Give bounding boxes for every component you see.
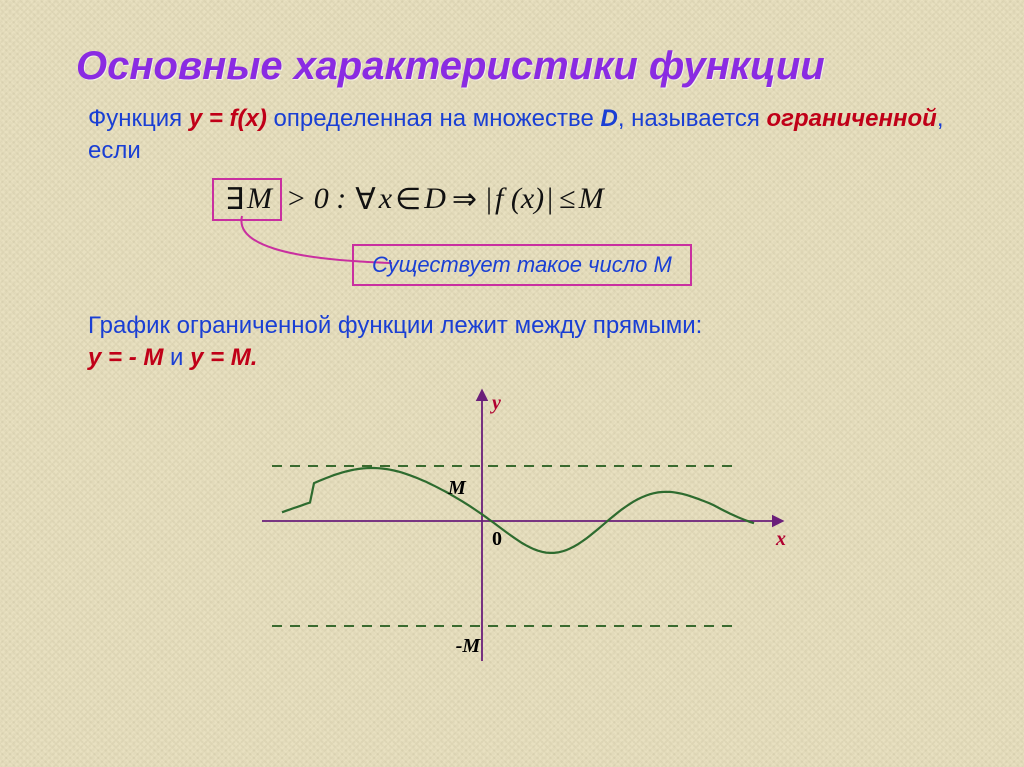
y-axis-label: y [490,392,501,414]
page-title: Основные характеристики функции [76,44,972,89]
formula-row: ∃M > 0 : ∀x ∈ D ⇒ |f (x)| ≤ M [212,178,972,234]
sym-x: x [379,182,392,216]
sym-in: ∈ [392,182,424,217]
def-prefix: Функция [88,105,182,132]
sym-absL: | [483,182,495,216]
sym-gt0: > 0 : [286,182,346,216]
origin-label: 0 [492,528,502,550]
callout-wrap: Существует такое число М [352,244,852,286]
formula-exists-M-box: ∃M [212,178,282,221]
x-axis-label: x [775,528,786,550]
sym-D: D [424,182,446,216]
bound-and: и [163,344,190,371]
def-term: ограниченной [767,105,937,132]
bound-description: График ограниченной функции лежит между … [88,310,972,375]
sym-absR: | [544,182,556,216]
formula: ∃M > 0 : ∀x ∈ D ⇒ |f (x)| ≤ M [212,178,972,221]
bound-line: График ограниченной функции лежит между … [88,312,702,339]
bound-eq1: y = - M [88,344,163,371]
bound-eq2: y = M. [190,344,257,371]
sym-implies: ⇒ [446,182,483,217]
def-set: D [600,105,617,132]
def-mid2: , называется [618,105,760,132]
definition-text: Функция y = f(x) определенная на множест… [88,103,972,168]
lower-M-label: -M [456,635,482,657]
function-curve [282,468,754,553]
sym-forall: ∀ [352,182,379,217]
sym-M: M [247,182,272,216]
bounded-function-chart: y x 0 M -M [252,381,812,671]
slide: Основные характеристики функции Функция … [0,0,1024,767]
def-func: y = f(x) [189,105,267,132]
callout-box: Существует такое число М [352,244,692,286]
sym-exists: ∃ [222,182,247,217]
sym-fx: f (x) [495,182,544,216]
sym-M2: M [579,182,604,216]
def-mid: определенная на множестве [274,105,594,132]
upper-M-label: M [447,477,467,499]
sym-le: ≤ [556,182,578,216]
